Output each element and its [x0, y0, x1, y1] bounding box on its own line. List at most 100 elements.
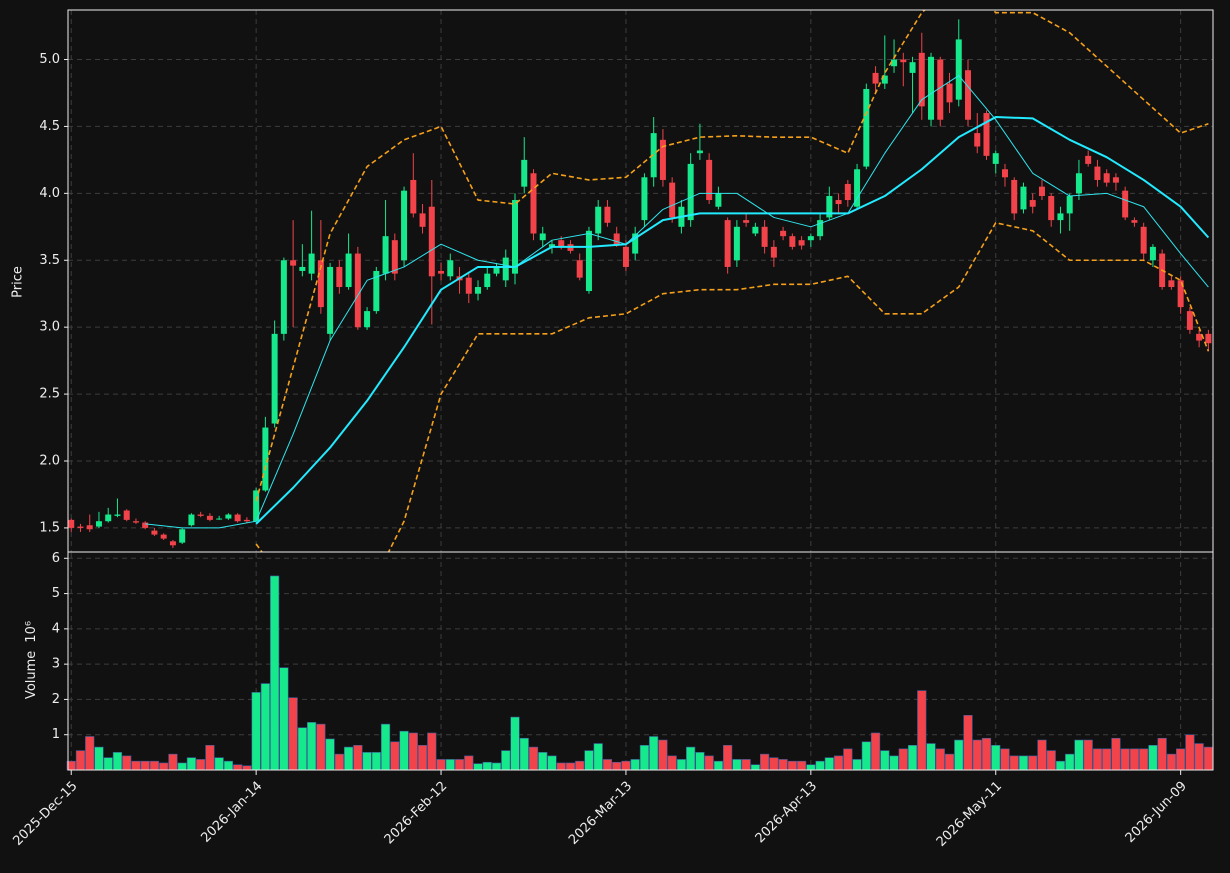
volume-bar [325, 738, 335, 771]
candle-body [465, 277, 472, 294]
volume-bar [713, 760, 723, 771]
volume-bar [991, 745, 1001, 771]
volume-bar [510, 716, 520, 771]
candle-body [909, 62, 916, 73]
volume-bar [769, 757, 779, 771]
volume-bar [112, 752, 123, 771]
volume-bar [1111, 737, 1121, 771]
volume-bar [159, 762, 169, 771]
volume-bar [1157, 737, 1167, 771]
volume-bar [528, 746, 539, 771]
candle-body [872, 72, 879, 84]
volume-bar [131, 760, 141, 771]
y-tick-label: 1.5 [39, 520, 60, 535]
volume-label: Volume [24, 651, 39, 699]
volume-bar [1129, 748, 1140, 771]
y-tick-label: 5.0 [39, 52, 60, 67]
volume-bar [1102, 748, 1112, 771]
candle-body [780, 230, 787, 237]
candle-body [95, 521, 102, 527]
y-tick-label: 4 [52, 621, 60, 636]
candle-body [86, 525, 93, 530]
candle-body [521, 159, 528, 187]
candle-body [558, 240, 565, 247]
candle-body [669, 182, 676, 218]
candle-body [955, 39, 962, 100]
candle-body [539, 233, 546, 241]
volume-bar [1046, 750, 1056, 771]
candle-body [928, 56, 935, 120]
candle-body [548, 244, 555, 247]
volume-bar [501, 750, 511, 771]
candle-body [946, 83, 953, 103]
candle-body [401, 190, 408, 261]
volume-bar [168, 753, 178, 771]
volume-bar [981, 737, 992, 771]
volume-bar [963, 715, 973, 771]
candle-body [225, 514, 232, 519]
candle-body [1075, 173, 1082, 194]
volume-bar [464, 755, 474, 771]
volume-bar [223, 760, 234, 771]
volume-bar [1028, 755, 1038, 771]
volume-bar [214, 757, 224, 771]
volume-bar [796, 760, 807, 771]
candle-body [595, 206, 602, 234]
y-tick-label: 2.5 [39, 387, 60, 402]
volume-bar [852, 759, 862, 771]
volume-bar [565, 762, 576, 771]
candle-body [659, 139, 666, 180]
candle-body [706, 159, 713, 201]
candle-body [447, 260, 454, 277]
volume-bar [103, 757, 113, 771]
volume-bar [538, 752, 548, 771]
candle-body [1140, 226, 1147, 254]
volume-bar [353, 745, 363, 771]
y-tick-label: 1 [52, 727, 60, 742]
y-tick-label: 2 [52, 692, 60, 707]
candle-body [290, 260, 297, 266]
volume-bar [288, 697, 298, 771]
candle-body [262, 427, 269, 491]
volume-bar [519, 737, 529, 771]
candle-body [1094, 166, 1101, 180]
volume-bar [1166, 753, 1176, 771]
candle-body [1131, 220, 1138, 223]
volume-bar [316, 723, 326, 771]
candle-body [68, 519, 75, 528]
candle-body [475, 287, 482, 294]
volume-bar [334, 753, 344, 771]
volume-bar [630, 759, 640, 771]
volume-bar [1092, 748, 1103, 771]
candle-body [835, 200, 842, 205]
volume-bar [639, 745, 650, 771]
volume-bar [85, 736, 95, 771]
volume-bar [750, 764, 760, 771]
y-tick-label: 2.0 [39, 453, 60, 468]
candle-body [179, 529, 186, 543]
candle-body [308, 253, 315, 274]
volume-bar [1176, 748, 1186, 771]
candle-body [974, 133, 981, 147]
candle-body [160, 534, 167, 539]
candle-body [1122, 190, 1129, 218]
volume-bar [806, 764, 816, 771]
candle-body [585, 230, 592, 292]
volume-bar [491, 762, 502, 771]
y-tick-label: 3.0 [39, 320, 60, 335]
indicator-line [255, 221, 1210, 552]
volume-bar [926, 743, 936, 771]
volume-bar [427, 732, 437, 771]
candle-body [327, 266, 334, 334]
y-tick-label: 3 [52, 657, 60, 672]
volume-bar [917, 690, 927, 771]
volume-bar [612, 761, 622, 771]
volume-bar [362, 752, 372, 771]
volume-bar [880, 750, 890, 771]
volume-bar [944, 753, 955, 771]
candle-body [881, 75, 888, 84]
indicator-line [145, 75, 1209, 529]
volume-bar [233, 764, 243, 771]
candle-body [1205, 333, 1212, 344]
